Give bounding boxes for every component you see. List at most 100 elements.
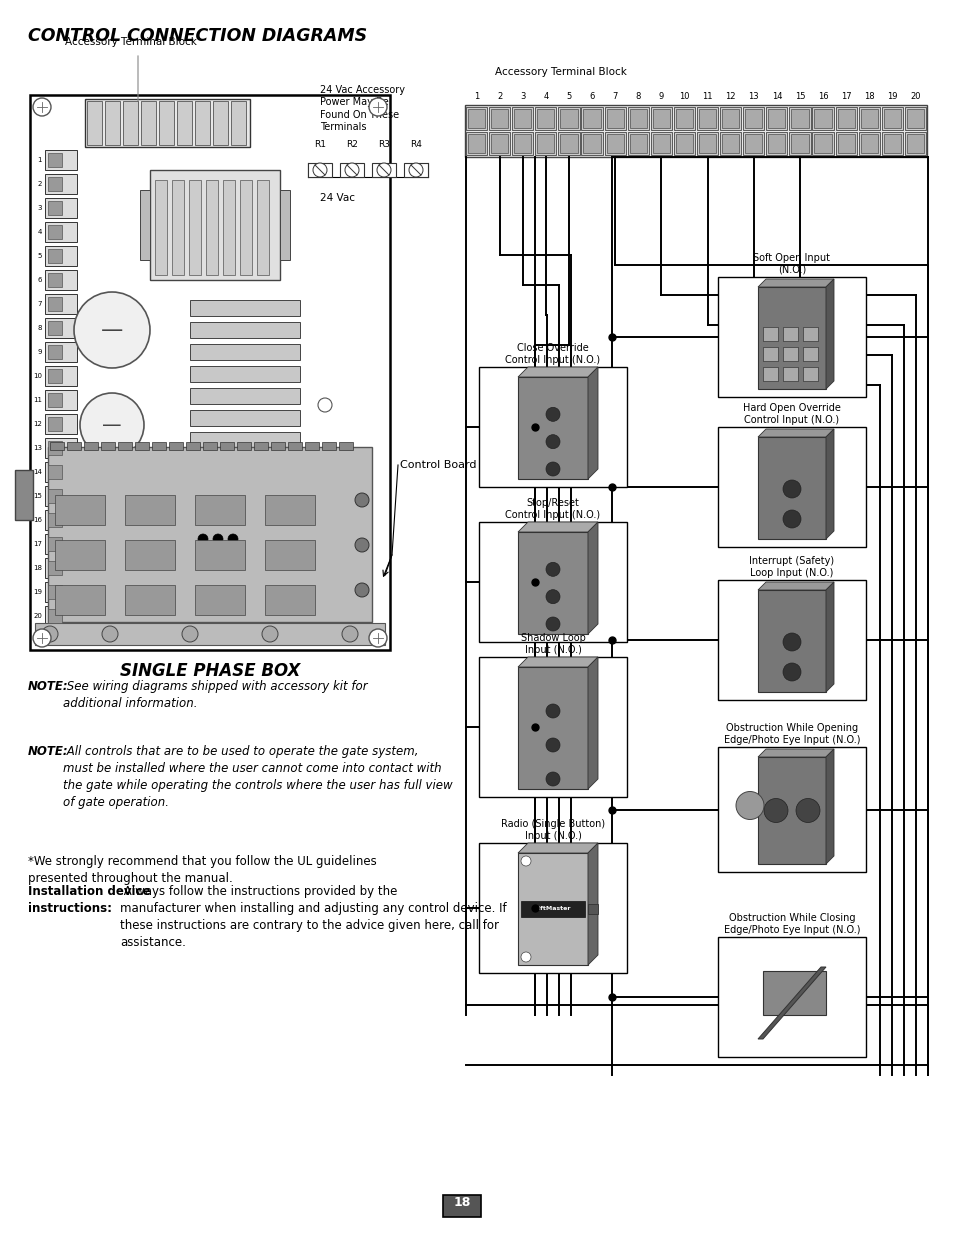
Bar bbox=[860, 135, 877, 153]
Text: R3: R3 bbox=[377, 140, 390, 149]
Text: 7: 7 bbox=[37, 301, 42, 308]
Bar bbox=[882, 109, 900, 128]
Text: 10: 10 bbox=[679, 91, 689, 101]
Text: 19: 19 bbox=[33, 589, 42, 595]
Text: 11: 11 bbox=[33, 396, 42, 403]
Bar bbox=[758, 437, 825, 538]
Bar bbox=[45, 558, 77, 578]
Bar bbox=[517, 667, 587, 789]
Bar bbox=[308, 163, 332, 177]
Text: 13: 13 bbox=[748, 91, 759, 101]
Bar bbox=[583, 135, 600, 153]
Bar bbox=[512, 132, 533, 156]
Bar bbox=[697, 132, 718, 156]
Bar bbox=[491, 109, 508, 128]
Polygon shape bbox=[825, 279, 833, 389]
Bar bbox=[265, 585, 314, 615]
Bar bbox=[67, 442, 81, 450]
Bar bbox=[788, 132, 810, 156]
Bar bbox=[118, 442, 132, 450]
Bar bbox=[85, 99, 250, 147]
Bar bbox=[125, 540, 174, 571]
Bar bbox=[194, 101, 210, 144]
Circle shape bbox=[33, 98, 51, 116]
Bar bbox=[512, 107, 533, 130]
Bar bbox=[190, 345, 299, 359]
Bar bbox=[169, 442, 183, 450]
Bar bbox=[835, 107, 856, 130]
Text: 8: 8 bbox=[37, 325, 42, 331]
Bar bbox=[489, 107, 510, 130]
Bar bbox=[718, 277, 865, 396]
Text: 12: 12 bbox=[33, 421, 42, 427]
Text: 15: 15 bbox=[794, 91, 804, 101]
Bar bbox=[48, 201, 62, 215]
Bar bbox=[48, 489, 62, 503]
Circle shape bbox=[545, 618, 559, 631]
Bar bbox=[135, 442, 149, 450]
Text: 12: 12 bbox=[724, 91, 735, 101]
Circle shape bbox=[545, 408, 559, 421]
Bar bbox=[45, 246, 77, 266]
Bar bbox=[45, 582, 77, 601]
Text: —: — bbox=[102, 415, 122, 435]
Text: SINGLE PHASE BOX: SINGLE PHASE BOX bbox=[120, 662, 300, 680]
Bar bbox=[517, 377, 587, 479]
Bar bbox=[559, 135, 577, 153]
Circle shape bbox=[520, 952, 531, 962]
Bar bbox=[190, 410, 299, 426]
Bar bbox=[87, 101, 102, 144]
Bar bbox=[802, 347, 817, 361]
Bar bbox=[489, 132, 510, 156]
Text: Interrupt (Safety)
Loop Input (N.O.): Interrupt (Safety) Loop Input (N.O.) bbox=[749, 556, 834, 578]
Polygon shape bbox=[587, 522, 598, 634]
Text: 14: 14 bbox=[771, 91, 781, 101]
Text: NOTE:: NOTE: bbox=[28, 745, 69, 758]
Bar bbox=[906, 135, 923, 153]
Text: TB2: TB2 bbox=[207, 546, 229, 556]
Bar bbox=[265, 495, 314, 525]
Circle shape bbox=[782, 480, 801, 498]
Polygon shape bbox=[825, 582, 833, 692]
Bar bbox=[253, 442, 268, 450]
Bar bbox=[15, 471, 33, 520]
Bar bbox=[837, 135, 854, 153]
Bar bbox=[256, 180, 269, 275]
Text: 17: 17 bbox=[33, 541, 42, 547]
Text: Always follow the instructions provided by the
manufacturer when installing and : Always follow the instructions provided … bbox=[120, 885, 506, 948]
Bar bbox=[814, 135, 831, 153]
Circle shape bbox=[795, 799, 820, 823]
Bar bbox=[904, 132, 925, 156]
Bar bbox=[650, 132, 671, 156]
Circle shape bbox=[355, 538, 369, 552]
Text: Accessory Terminal Block: Accessory Terminal Block bbox=[65, 37, 196, 47]
Bar bbox=[265, 540, 314, 571]
Bar bbox=[468, 135, 484, 153]
Text: 20: 20 bbox=[33, 613, 42, 619]
Text: Hard Open Override
Control Input (N.O.): Hard Open Override Control Input (N.O.) bbox=[742, 403, 840, 425]
Bar bbox=[123, 101, 138, 144]
Text: 19: 19 bbox=[886, 91, 897, 101]
Bar bbox=[517, 532, 587, 634]
Bar bbox=[520, 902, 584, 918]
Bar bbox=[50, 442, 64, 450]
Bar bbox=[812, 132, 833, 156]
Bar bbox=[802, 327, 817, 341]
Bar bbox=[125, 495, 174, 525]
Circle shape bbox=[545, 704, 559, 718]
Bar bbox=[177, 101, 192, 144]
Text: Obstruction While Closing
Edge/Photo Eye Input (N.O.): Obstruction While Closing Edge/Photo Eye… bbox=[723, 913, 860, 935]
Bar bbox=[101, 442, 115, 450]
Bar bbox=[465, 132, 487, 156]
Bar bbox=[190, 322, 299, 338]
Text: 16: 16 bbox=[817, 91, 827, 101]
Circle shape bbox=[545, 772, 559, 785]
Bar bbox=[288, 442, 302, 450]
Bar bbox=[48, 537, 62, 551]
Circle shape bbox=[228, 534, 237, 543]
Bar bbox=[718, 937, 865, 1057]
Bar bbox=[758, 757, 825, 864]
Bar bbox=[675, 135, 692, 153]
Circle shape bbox=[545, 739, 559, 752]
Bar bbox=[35, 622, 385, 645]
